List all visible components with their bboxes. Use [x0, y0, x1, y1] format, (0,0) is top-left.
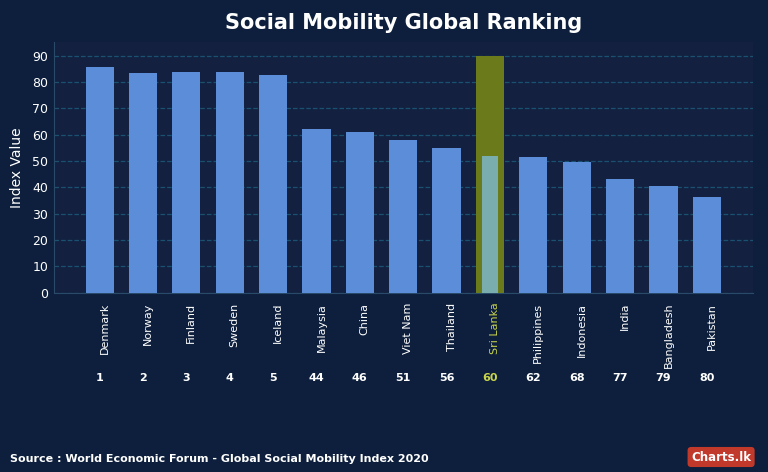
Text: Norway: Norway [143, 303, 153, 345]
Text: India: India [620, 303, 630, 330]
Text: 51: 51 [396, 373, 411, 383]
Text: Sri Lanka: Sri Lanka [490, 303, 500, 354]
Bar [389, 140, 417, 293]
Text: Philippines: Philippines [533, 303, 543, 363]
Text: 4: 4 [226, 373, 233, 383]
Bar [346, 132, 374, 293]
Bar [606, 179, 634, 293]
Text: 46: 46 [352, 373, 368, 383]
Text: Charts.lk: Charts.lk [691, 450, 751, 464]
Text: Viet Nam: Viet Nam [403, 303, 413, 354]
Bar [85, 67, 114, 293]
Bar [563, 162, 591, 293]
Text: Finland: Finland [187, 303, 197, 343]
Y-axis label: Index Value: Index Value [10, 127, 24, 208]
Text: 1: 1 [96, 373, 104, 383]
Text: Pakistan: Pakistan [707, 303, 717, 350]
Text: 68: 68 [569, 373, 584, 383]
Text: 2: 2 [139, 373, 147, 383]
Text: Malaysia: Malaysia [316, 303, 326, 352]
Bar [482, 156, 498, 293]
Text: 79: 79 [656, 373, 671, 383]
Text: Sweden: Sweden [230, 303, 240, 347]
Bar [519, 157, 548, 293]
Text: 60: 60 [482, 373, 498, 383]
Text: Denmark: Denmark [100, 303, 110, 354]
Title: Social Mobility Global Ranking: Social Mobility Global Ranking [224, 13, 582, 33]
Bar [476, 56, 504, 293]
Text: Bangladesh: Bangladesh [664, 303, 674, 368]
Text: 56: 56 [439, 373, 455, 383]
Text: 5: 5 [270, 373, 277, 383]
Text: 77: 77 [612, 373, 627, 383]
Text: China: China [360, 303, 370, 335]
Text: Thailand: Thailand [446, 303, 456, 351]
Bar [432, 148, 461, 293]
Text: Iceland: Iceland [273, 303, 283, 343]
Bar [172, 72, 200, 293]
Bar [649, 186, 677, 293]
Text: Indonesia: Indonesia [577, 303, 587, 357]
Text: 3: 3 [183, 373, 190, 383]
Bar [693, 196, 721, 293]
Text: 80: 80 [699, 373, 714, 383]
Bar [129, 73, 157, 293]
Text: 62: 62 [525, 373, 541, 383]
Text: Source : World Economic Forum - Global Social Mobility Index 2020: Source : World Economic Forum - Global S… [10, 454, 429, 464]
Bar [303, 129, 330, 293]
Bar [259, 76, 287, 293]
Text: 44: 44 [309, 373, 324, 383]
Bar [216, 72, 243, 293]
